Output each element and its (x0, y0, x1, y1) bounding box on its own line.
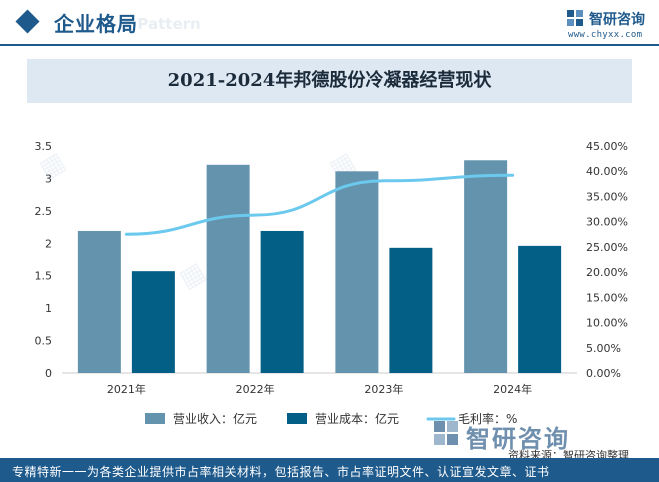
bar-1 (464, 160, 508, 373)
y-right-tick-label: 35.00% (586, 190, 628, 203)
y-axis-right: 0.00% 5.00% 10.00% 15.00% 20.00% 25.00% 30.00%… (586, 140, 628, 380)
brand-logo-icon (567, 10, 583, 26)
y-right-tick-label: 15.00% (586, 291, 628, 304)
x-axis: 2021年 2022年 2023年 2024年 (107, 382, 532, 396)
x-tick-label: 2021年 (107, 382, 146, 396)
y-right-tick-label: 10.00% (586, 317, 628, 330)
footer-tagline: 专精特新一一为各类企业提供市占率相关材料，包括报告、市占率证明文件、认证宣发文章… (12, 465, 550, 479)
legend-swatch (145, 413, 165, 424)
bar-2 (389, 247, 433, 373)
chart-title-banner: 2021-2024年邦德股份冷凝器经营现状 (27, 59, 632, 103)
y-axis-left: 0 0.5 1 1.5 2 2.5 3 3.5 (35, 140, 53, 380)
brand-name: 智研咨询 (589, 12, 645, 28)
y-right-tick-label: 45.00% (586, 140, 628, 153)
x-tick-label: 2022年 (236, 382, 275, 396)
line-series (124, 173, 515, 236)
line-point (125, 233, 127, 235)
bar-series (77, 160, 562, 373)
footer-logo-icon (434, 421, 458, 445)
chart-title: 2021-2024年邦德股份冷凝器经营现状 (167, 70, 492, 91)
legend-label: 营业成本：亿元 (315, 411, 399, 426)
y-right-tick-label: 20.00% (586, 266, 628, 279)
legend-label: 毛利率：% (458, 411, 517, 426)
bar-1 (206, 164, 250, 373)
header-bar: e Pattern 企业格局 智研咨询 www.chyxx.com (0, 0, 659, 44)
legend: 营业收入：亿元 营业成本：亿元 毛利率：% (145, 411, 517, 426)
header-ghost-text: e Pattern (122, 15, 201, 33)
bar-2 (260, 230, 304, 373)
line-point (512, 174, 514, 176)
legend-swatch (287, 413, 307, 424)
footer-brand: 智研咨询 (466, 425, 570, 453)
line-point (383, 180, 385, 182)
y-right-tick-label: 30.00% (586, 216, 628, 229)
bar-1 (335, 171, 379, 373)
bar-1 (77, 230, 121, 373)
line-point (254, 214, 256, 216)
legend-label: 营业收入：亿元 (173, 411, 257, 426)
y-left-tick-label: 2 (45, 237, 52, 250)
x-tick-label: 2024年 (493, 382, 532, 396)
y-right-tick-label: 40.00% (586, 165, 628, 178)
margin-line (124, 173, 515, 236)
header-divider (0, 44, 659, 46)
y-left-tick-label: 1 (45, 302, 52, 315)
y-left-tick-label: 3 (45, 172, 52, 185)
y-right-tick-label: 25.00% (586, 241, 628, 254)
page-title: 企业格局 (54, 12, 138, 36)
y-left-tick-label: 1.5 (35, 270, 53, 283)
y-right-tick-label: 0.00% (586, 367, 621, 380)
y-left-tick-label: 2.5 (35, 205, 53, 218)
y-right-tick-label: 5.00% (586, 342, 621, 355)
x-tick-label: 2023年 (364, 382, 403, 396)
bar-2 (518, 245, 562, 373)
y-left-tick-label: 0 (45, 367, 52, 380)
footer-bar (0, 458, 659, 482)
y-left-tick-label: 0.5 (35, 335, 53, 348)
brand-url: www.chyxx.com (568, 30, 643, 40)
y-left-tick-label: 3.5 (35, 140, 53, 153)
bar-2 (131, 271, 175, 373)
